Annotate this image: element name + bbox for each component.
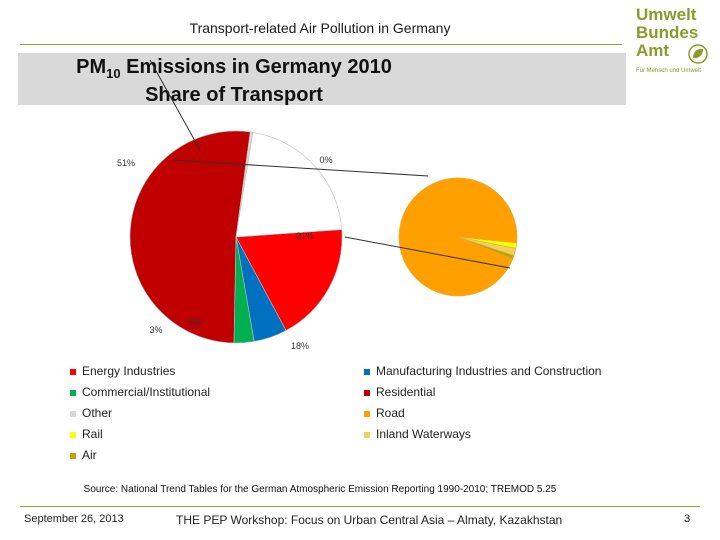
footer-divider [20, 506, 700, 507]
header-title: Transport-related Air Pollution in Germa… [189, 20, 451, 36]
legend-item-rail: Rail [70, 427, 103, 443]
legend-swatch [70, 410, 76, 417]
main-pie-chart [129, 130, 343, 344]
chart-subtitle: Share of Transport [145, 84, 323, 106]
legend-item-manufacturing-industries-and-construction: Manufacturing Industries and Constructio… [364, 364, 601, 380]
legend-swatch [70, 368, 76, 375]
logo-line-2: Bundes [636, 23, 699, 42]
leaf-icon [688, 44, 708, 64]
pie-slice-energy-industries [235, 229, 343, 331]
page-number: 3 [684, 513, 691, 525]
legend-label: Energy Industries [82, 364, 176, 378]
pie-slice-residential [129, 130, 251, 344]
legend-label: Other [82, 406, 113, 420]
legend-label: Residential [376, 385, 436, 399]
bottom-connector-line [344, 236, 511, 269]
title-leader-line [149, 59, 201, 151]
pie-slice-transport-exploded [235, 132, 343, 238]
legend-item-residential: Residential [364, 385, 435, 401]
logo-line-3: Amt [636, 41, 670, 60]
top-connector-line [171, 159, 429, 177]
legend-swatch [364, 410, 370, 417]
legend-label: Rail [82, 427, 103, 441]
pie-label-residential: 51% [117, 158, 135, 168]
logo-tagline: Für Mensch und Umwelt [636, 68, 702, 74]
legend-swatch [70, 431, 76, 438]
pie-label-commercial-institutional: 3% [149, 325, 162, 335]
chart-title-band [18, 53, 626, 105]
legend-swatch [364, 389, 370, 396]
legend-item-commercial-institutional: Commercial/Institutional [70, 385, 210, 401]
legend-label: Commercial/Institutional [82, 385, 211, 399]
source-note: Source: National Trend Tables for the Ge… [83, 484, 557, 495]
legend-item-road: Road [364, 406, 405, 422]
umweltbundesamt-logo: Umwelt Bundes Amt Für Mensch und Umwelt [636, 6, 716, 76]
pie-label-transport-exploded: 21% [296, 231, 314, 241]
pie-label-energy-industries: 18% [291, 341, 309, 351]
pie-label-manufacturing-industries-and-construction: 5% [188, 317, 201, 327]
pie-slice-air [457, 236, 515, 260]
legend-label: Air [82, 448, 97, 462]
legend-label: Manufacturing Industries and Constructio… [376, 364, 602, 378]
label-leaders [149, 59, 511, 269]
legend-item-energy-industries: Energy Industries [70, 364, 175, 380]
legend-swatch [70, 452, 76, 459]
legend-swatch [70, 389, 76, 396]
transport-pie-chart [398, 177, 518, 297]
legend-item-inland-waterways: Inland Waterways [364, 427, 471, 443]
legend-swatch [364, 368, 370, 375]
legend-label: Inland Waterways [376, 427, 471, 441]
legend-item-air: Air [70, 448, 97, 464]
legend-swatch [364, 431, 370, 438]
logo-line-1: Umwelt [636, 5, 697, 24]
pie-label-other: 0% [319, 155, 332, 165]
legend-label: Road [376, 406, 405, 420]
footer-date: September 26, 2013 [24, 513, 124, 525]
header-divider [20, 44, 622, 45]
chart-title: PM10 Emissions in Germany 2010 [76, 56, 392, 81]
footer-event: THE PEP Workshop: Focus on Urban Central… [176, 513, 563, 527]
legend-item-other: Other [70, 406, 112, 422]
pie-labels: 18% 5% 3% 51% 0% 21% [117, 155, 333, 351]
